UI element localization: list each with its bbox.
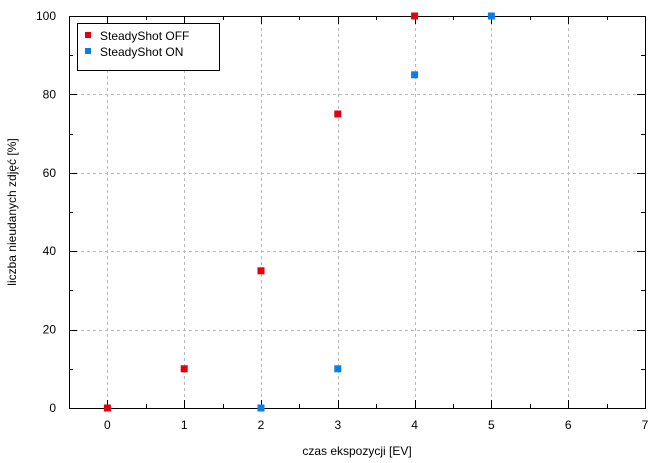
data-point-series-1 [257, 404, 265, 412]
grid [69, 16, 645, 408]
x-tick-label: 3 [334, 418, 341, 432]
y-tick-label: 100 [36, 9, 56, 23]
legend-marker-steadyshot-on [85, 48, 91, 54]
data-point-series-0 [257, 267, 265, 275]
x-tick-label: 6 [565, 418, 572, 432]
data-point-series-0 [334, 110, 342, 118]
y-tick-label: 20 [43, 323, 57, 337]
legend-label-steadyshot-on: SteadyShot ON [100, 45, 183, 59]
x-axis-label: czas ekspozycji [EV] [302, 444, 411, 458]
x-tick-label: 5 [488, 418, 495, 432]
x-tick-label: 2 [258, 418, 265, 432]
x-tick-label: 4 [411, 418, 418, 432]
y-axis-label: liczba nieudanych zdjęć [%] [5, 138, 19, 285]
data-point-series-0 [103, 404, 111, 412]
data-points [103, 12, 495, 412]
x-tick-label: 0 [104, 418, 111, 432]
y-tick-label: 80 [43, 87, 57, 101]
tick-labels: 0 1 2 3 4 5 6 7 0 20 40 60 80 100 [36, 9, 649, 432]
x-tick-label: 1 [181, 418, 188, 432]
y-tick-label: 0 [49, 401, 56, 415]
plot-area [69, 16, 646, 409]
legend: SteadyShot OFF SteadyShot ON [77, 23, 220, 71]
data-point-series-1 [411, 71, 419, 79]
x-tick-label: 7 [642, 418, 649, 432]
axis-ticks [69, 16, 646, 409]
y-tick-label: 40 [43, 244, 57, 258]
legend-label-steadyshot-off: SteadyShot OFF [100, 29, 189, 43]
data-point-series-0 [411, 12, 419, 20]
data-point-series-1 [487, 12, 495, 20]
legend-box [77, 23, 220, 71]
data-point-series-1 [334, 365, 342, 373]
data-point-series-0 [180, 365, 188, 373]
y-tick-label: 60 [43, 166, 57, 180]
legend-marker-steadyshot-off [85, 32, 91, 38]
